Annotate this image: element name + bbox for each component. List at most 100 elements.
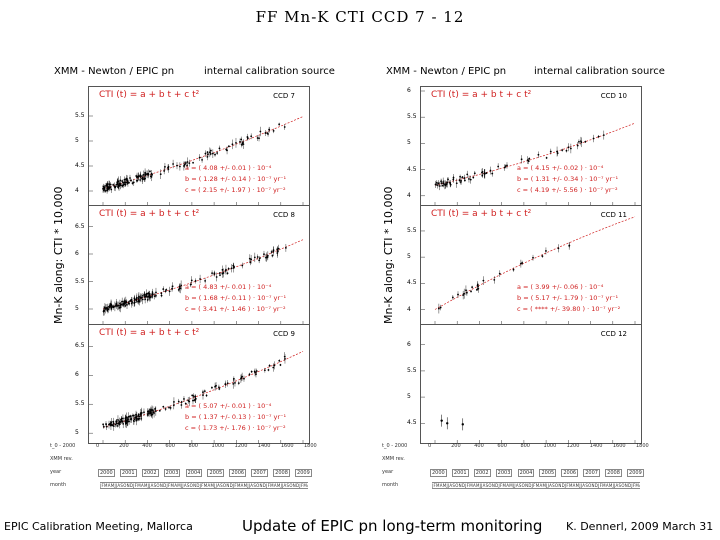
data-point [123,183,126,186]
data-point [459,181,462,184]
data-point [124,304,127,307]
data-point [240,138,243,141]
data-point [263,369,266,372]
data-point [138,415,141,418]
data-point [169,407,172,409]
data-point [557,247,560,250]
data-point [504,165,507,167]
fit-parameter: b = ( 1.68 +/- 0.11 ) · 10⁻⁷ yr⁻¹ [185,294,287,302]
ccd-label: CCD 9 [273,330,295,338]
x-tick-label: 400 [474,443,484,449]
data-point [112,420,115,423]
ccd-label: CCD 11 [600,211,627,219]
data-point [214,153,216,156]
data-point [436,184,439,187]
data-point [122,181,125,184]
data-point [137,300,139,303]
data-point [468,178,470,180]
fit-parameter: c = ( **** +/- 39.80 ) · 10⁻⁷ yr⁻² [517,305,621,313]
year-label: 2008 [605,469,622,477]
data-point [114,186,117,189]
data-point [231,143,234,146]
data-point [183,398,185,400]
data-point [129,177,131,179]
data-point [102,425,105,428]
data-point [451,296,454,299]
data-point [243,377,245,380]
x-tick-label: 1000 [543,443,557,449]
data-point [498,272,501,275]
data-point [246,137,249,140]
data-point [226,382,229,385]
data-point [122,302,125,305]
data-point [193,399,196,402]
data-point [445,183,448,186]
fit-parameter: c = ( 2.15 +/- 1.97 ) · 10⁻⁷ yr⁻² [185,186,286,194]
data-point [137,418,140,420]
x-tick-label: 1400 [589,443,603,449]
data-point [164,290,167,293]
data-point [127,415,130,418]
fit-parameter: a = ( 3.99 +/- 0.06 ) · 10⁻⁴ [517,283,604,291]
data-point [149,410,151,413]
fit-formula: CTI (t) = a + b t + c t² [431,90,532,100]
data-point [556,152,559,155]
data-point [146,298,149,301]
data-point [198,156,201,159]
y-tick-label: 4.5 [407,165,417,173]
data-point [151,293,154,296]
data-point [215,276,218,278]
x-tick-label: 0 [428,443,432,449]
x-tick-label: 1000 [211,443,225,449]
data-point [267,369,270,371]
data-point [279,364,282,366]
data-point [249,261,252,264]
data-point [218,272,221,275]
data-point [119,304,122,307]
y-tick-label: 4 [75,187,79,194]
data-point [124,419,127,422]
data-point [437,307,440,310]
data-point [139,174,142,176]
data-point [565,149,568,152]
data-point [204,280,207,282]
data-point [125,178,127,181]
data-point [211,386,213,389]
data-point [162,288,165,290]
data-point [221,268,224,271]
year-label: 2007 [251,469,268,477]
x-axis-rows: t_0 - 2000 XMM rev. year month 0 200 400 600 800… [368,443,649,499]
data-point [248,373,251,376]
data-point [284,357,286,360]
data-point [443,183,446,186]
y-tick-label: 6 [75,371,79,379]
data-point [211,152,214,155]
axis-row-label: month [382,482,399,488]
data-point [130,179,132,182]
data-point [225,268,227,271]
data-point [125,422,128,425]
data-point [145,295,147,298]
data-point [135,413,137,416]
y-axis-label: Mn-K along: CTI * 10,000 [382,186,395,324]
data-point [227,145,230,148]
data-point [264,132,267,134]
data-point [497,165,500,168]
y-tick-label: 6 [75,250,79,257]
data-point [549,150,552,153]
subplot-ccd12: 4.5 5 5.5 6 CCD 12 [407,324,642,444]
data-point [124,302,126,304]
data-point [108,423,110,426]
data-point [178,285,181,288]
data-point [141,298,144,301]
data-point [143,411,145,414]
data-point [520,158,523,161]
data-point [272,366,275,369]
data-point [276,250,279,252]
year-label: 2009 [295,469,312,477]
data-point [202,394,204,397]
year-label: 2007 [583,469,600,477]
fit-curve [102,239,304,310]
data-point [131,300,133,303]
fit-parameter: b = ( 1.28 +/- 0.14 ) · 10⁻⁷ yr⁻¹ [185,175,287,183]
